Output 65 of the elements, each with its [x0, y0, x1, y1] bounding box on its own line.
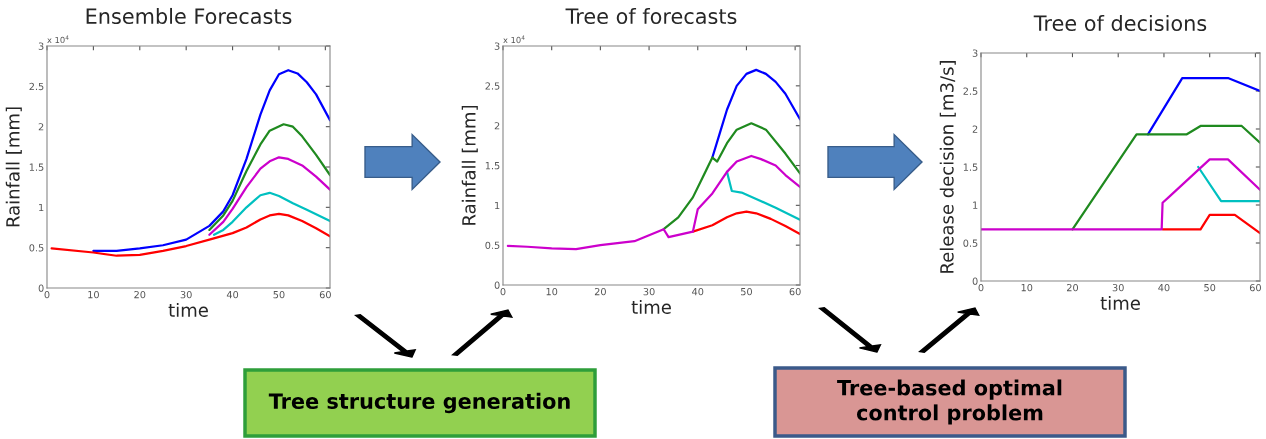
x-tick-label: 50: [1204, 283, 1216, 292]
y-axis-title: Rainfall [mm]: [5, 107, 22, 227]
y-tick-label: 2.5: [963, 87, 978, 95]
y-tick-label: 1.5: [485, 162, 500, 170]
line-series: [725, 170, 800, 221]
y-tick-label: 1: [495, 201, 500, 210]
line-series: [92, 69, 330, 252]
line-series: [208, 123, 330, 232]
text: x 10$^{4}$: [503, 35, 525, 44]
y-tick-label: 1: [973, 201, 978, 209]
y-tick-label: 2: [494, 122, 500, 130]
y-tick-label: 1.5: [29, 163, 44, 171]
y-tick-label: 0.5: [29, 244, 44, 252]
text: Tree structure generation: [268, 392, 570, 414]
y-tick-label: 2.5: [485, 82, 500, 90]
x-tick-label: 30: [1112, 283, 1124, 292]
x-tick-label: 40: [1158, 283, 1170, 292]
y-tick-label: 0.5: [963, 239, 978, 247]
x-tick-label: 60: [1249, 283, 1261, 292]
x-tick-label: 60: [319, 290, 331, 299]
y-tick-label: 3: [38, 42, 44, 50]
x-tick-label: 40: [226, 290, 239, 299]
y-tick-label: 1: [39, 203, 44, 212]
line-series: [662, 122, 800, 231]
x-tick-label: 20: [1067, 283, 1079, 292]
text: x 10$^{4}$: [47, 35, 69, 44]
x-tick-label: 10: [88, 290, 99, 299]
line-series: [50, 212, 330, 257]
y-tick-label: 2: [972, 125, 978, 133]
x-axis-title: time: [168, 302, 208, 317]
y-tick-label: 0.5: [485, 241, 500, 249]
text: Tree-based optimal control problem: [837, 379, 1062, 425]
x-tick-label: 30: [643, 287, 655, 296]
line-series: [506, 154, 800, 251]
line-series: [1071, 124, 1260, 231]
line-series: [212, 191, 330, 236]
y-tick-label: 3: [972, 49, 978, 57]
x-tick-label: 10: [1021, 283, 1033, 292]
x-tick-label: 0: [44, 290, 50, 299]
line-series: [691, 210, 800, 236]
x-tick-label: 0: [500, 287, 506, 296]
x-tick-label: 50: [741, 287, 752, 296]
chart-title: Ensemble Forecasts: [86, 7, 292, 25]
x-tick-label: 60: [789, 287, 801, 296]
x-tick-label: 0: [978, 283, 984, 292]
y-tick-label: 0: [972, 277, 978, 285]
y-tick-label: 2: [38, 123, 44, 131]
chart-title: Tree of forecasts: [565, 7, 737, 25]
y-axis-title: Rainfall [mm]: [461, 105, 478, 225]
x-axis-title: time: [1100, 295, 1140, 310]
line-series: [981, 158, 1260, 231]
x-tick-label: 10: [546, 287, 558, 296]
x-tick-label: 50: [273, 290, 285, 299]
y-tick-label: 3: [494, 42, 500, 50]
x-tick-label: 20: [134, 290, 146, 299]
y-tick-label: 1.5: [963, 163, 978, 171]
x-tick-label: 20: [594, 287, 606, 296]
y-axis-title: Release decision [m3/s]: [939, 61, 956, 273]
x-tick-label: 30: [180, 290, 192, 299]
line-series: [208, 156, 330, 236]
x-tick-label: 40: [692, 287, 704, 296]
y-tick-label: 2.5: [29, 82, 44, 91]
x-axis-title: time: [631, 299, 671, 314]
chart-title: Tree of decisions: [1033, 14, 1207, 32]
line-series: [711, 68, 800, 159]
